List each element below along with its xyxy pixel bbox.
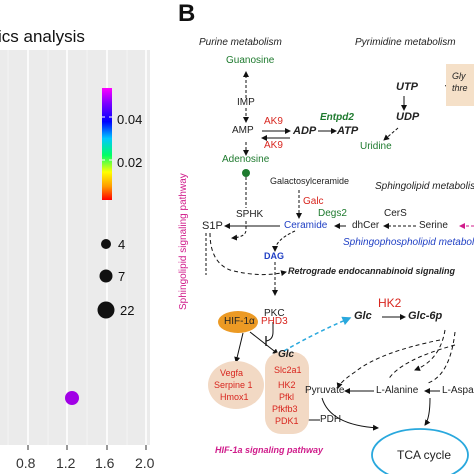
hif1a-node-shape	[218, 311, 258, 333]
sphk-label: SPHK	[236, 209, 264, 220]
x-tick-label: 2.0	[135, 455, 155, 471]
size-legend-label: 4	[118, 237, 126, 252]
imp-label: IMP	[237, 97, 255, 108]
target-gene-label: Pfkfb3	[272, 404, 298, 414]
targets-right-shape	[265, 352, 309, 434]
pdh-label: PDH	[320, 414, 342, 425]
arrow-pyruvate-tca	[321, 397, 379, 431]
l-alanine-label: L-Alanine	[376, 385, 419, 396]
arrow-sphk-s1p	[231, 221, 247, 241]
target-gene-label: HK2	[278, 380, 296, 390]
tca-cycle-label: TCA cycle	[397, 448, 452, 462]
arrow-glc6p-3	[387, 344, 456, 381]
inhibit-pkc-phd3	[265, 322, 274, 342]
sphingolipid-pathway-label: Sphingolipid signaling pathway	[178, 173, 189, 310]
hif-pathway-label: HIF-1a signaling pathway	[215, 445, 324, 455]
glc6p-label: Glc-6p	[408, 310, 443, 322]
glc-left-label: Glc	[278, 349, 295, 360]
target-gene-label: Pfkl	[279, 392, 295, 402]
pyruvate-label: Pyruvate	[305, 385, 345, 396]
arrow-aspa-tca	[424, 397, 431, 426]
degs2-label: Degs2	[318, 208, 347, 219]
phd3-label: PHD3	[261, 316, 288, 327]
pkc-label: PKC	[264, 308, 285, 319]
color-scale-bar	[102, 88, 112, 200]
pyrimidine-metabolism-title: Pyrimidine metabolism	[355, 37, 456, 48]
adenosine-node	[242, 169, 250, 177]
gly-box	[446, 64, 474, 106]
hif1a-label: HIF-1α	[224, 316, 255, 327]
arrow-hif-vegfa	[234, 332, 244, 363]
tca-cycle-ellipse	[371, 428, 469, 474]
target-gene-label: Slc2a1	[274, 365, 302, 375]
sphingophospholipid-title: Sphingophospholipid metabol	[343, 237, 474, 248]
x-tick-label: 0.8	[16, 455, 36, 471]
arrow-glc6p-2	[427, 331, 456, 384]
arrow-udp-uridine	[383, 127, 399, 141]
panel-b-label: B	[178, 0, 196, 27]
ceramide-label: Ceramide	[284, 220, 328, 231]
arrow-hif-glc	[249, 331, 279, 355]
ak9-top-label: AK9	[264, 116, 283, 127]
adenosine-label: Adenosine	[222, 154, 270, 165]
size-legend-dot	[99, 269, 113, 283]
gly-box-label: Gly thre	[452, 71, 468, 93]
glc-right-label: Glc	[354, 310, 372, 322]
galc-label: Galc	[303, 196, 324, 207]
adp-label: ADP	[293, 125, 317, 137]
target-gene-label: Serpine 1	[214, 380, 253, 390]
dag-label: DAG	[264, 251, 284, 261]
entpd2-label: Entpd2	[320, 112, 354, 123]
arrow-glc6p-1	[414, 329, 446, 371]
l-aspa-label: L-Aspa	[442, 385, 474, 396]
colorbar-tick-label: 0.04	[117, 112, 143, 127]
hk2-label: HK2	[378, 296, 402, 310]
arrow-ceramide-dag	[272, 230, 296, 252]
serine-label: Serine	[419, 220, 448, 231]
s1p-label: S1P	[202, 220, 223, 232]
size-legend-dot	[97, 301, 115, 319]
atp-label: ATP	[337, 125, 359, 137]
galactosylceramide-label: Galactosylceramide	[270, 176, 350, 186]
target-gene-label: Vegfa	[220, 368, 244, 378]
x-tick-label: 1.6	[95, 455, 115, 471]
x-tick-label: 1.2	[56, 455, 76, 471]
arrow-glc6p-pyruvate	[336, 339, 441, 389]
plot-background	[0, 50, 150, 445]
target-gene-label: Hmox1	[220, 392, 249, 402]
sphingolipid-metabolism-title: Sphingolipid metabolis	[375, 181, 474, 192]
size-legend-label: 22	[120, 303, 135, 318]
size-legend-label: 7	[118, 269, 126, 284]
size-legend-dot	[101, 239, 111, 249]
guanosine-label: Guanosine	[226, 55, 275, 66]
targets-left-shape	[208, 361, 264, 409]
target-gene-label: PDK1	[275, 416, 299, 426]
utp-label: UTP	[396, 81, 418, 93]
udp-label: UDP	[396, 111, 420, 123]
amp-label: AMP	[232, 125, 254, 136]
data-point	[65, 391, 79, 405]
arrow-s1p-retrograde	[209, 232, 287, 277]
ak9-bottom-label: AK9	[264, 140, 283, 151]
dhcer-label: dhCer	[352, 220, 380, 231]
retrograde-label: Retrograde endocannabinoid signaling	[288, 266, 456, 276]
panel-a-title: ics analysis	[0, 27, 85, 46]
uridine-label: Uridine	[360, 141, 392, 152]
cers-label: CerS	[384, 208, 407, 219]
colorbar-tick-label: 0.02	[117, 155, 143, 170]
purine-metabolism-title: Purine metabolism	[199, 37, 282, 48]
